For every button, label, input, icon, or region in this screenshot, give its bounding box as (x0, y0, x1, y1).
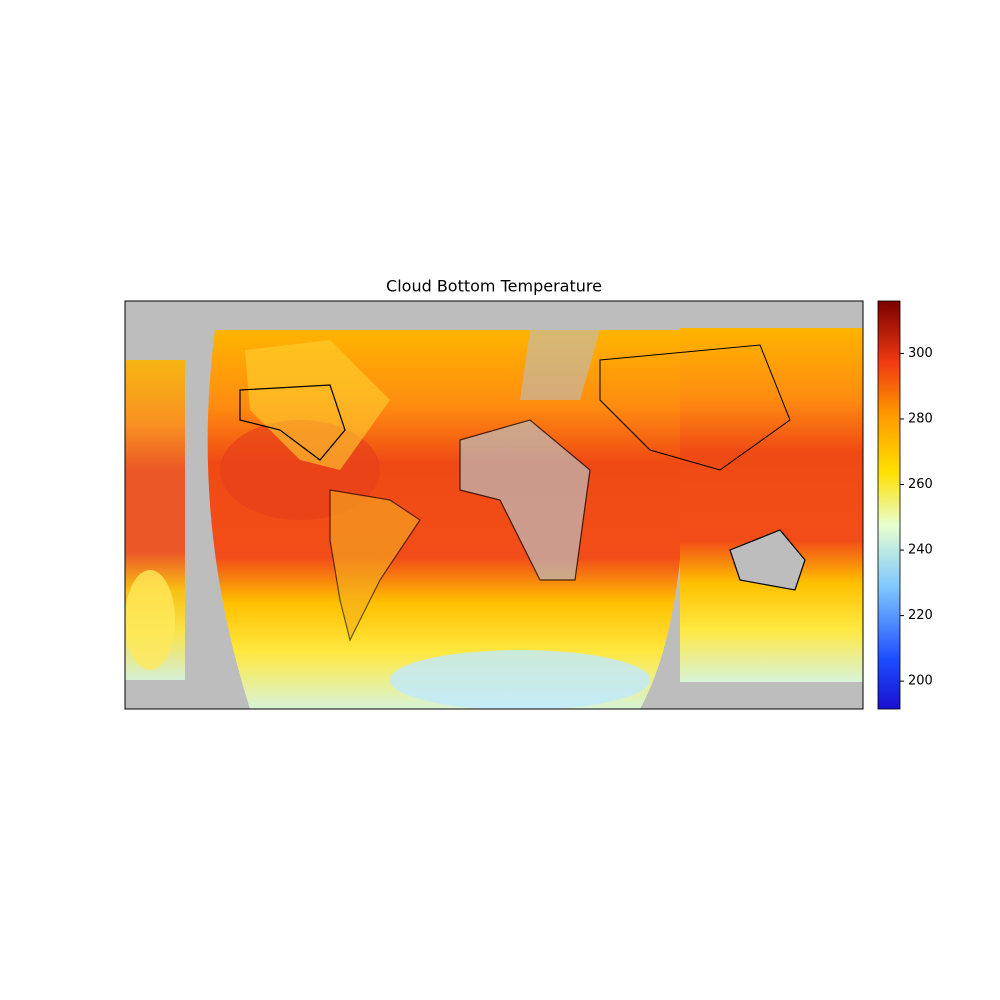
colorbar-tick-label: 300 (908, 346, 933, 361)
colorbar-tick-label: 280 (908, 411, 933, 426)
map-field (125, 301, 863, 709)
map-frame (124, 300, 864, 710)
colorbar-tick-label: 220 (908, 608, 933, 623)
colorbar-tick-label: 200 (908, 674, 933, 689)
chart-title: Cloud Bottom Temperature (386, 277, 602, 296)
colorbar-tick-label: 240 (908, 543, 933, 558)
colorbar-tick-label: 260 (908, 477, 933, 492)
colorbar (877, 300, 901, 710)
